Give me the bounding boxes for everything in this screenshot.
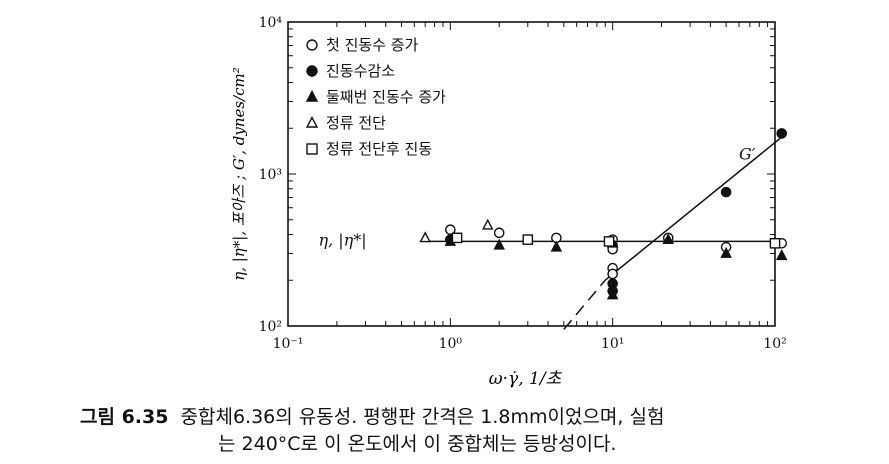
- data-point-triangle-open: [481, 218, 494, 230]
- legend-label: 둘째번 진동수 증가: [326, 88, 446, 106]
- data-point-triangle-open: [419, 231, 431, 243]
- data-points: [419, 128, 788, 300]
- data-point-triangle-filled: [550, 240, 563, 252]
- legend-marker-triangle-open: [305, 115, 319, 128]
- reference-lines: [425, 136, 783, 330]
- annotations: η, |η*| G′: [319, 145, 756, 250]
- legend-label: 진동수감소: [326, 62, 395, 80]
- caption-label: 그림 6.35: [80, 406, 169, 428]
- caption-text-1: 중합체6.36의 유동성. 평행판 간격은 1.8mm이었으며, 실험: [180, 406, 665, 428]
- figure-caption: 그림 6.35 중합체6.36의 유동성. 평행판 간격은 1.8mm이었으며,…: [80, 404, 880, 458]
- data-point-triangle-filled: [720, 246, 732, 258]
- data-point-circle-filled: [720, 186, 732, 198]
- x-tick-label: 10⁰: [439, 336, 463, 352]
- data-point-square-open: [769, 238, 781, 249]
- data-point-circle-filled: [776, 128, 788, 139]
- legend-marker-square-open: [306, 143, 318, 155]
- x-tick-label: 10²: [763, 336, 786, 352]
- data-point-circle-open: [607, 268, 618, 280]
- legend-label: 정류 전단후 진동: [326, 140, 432, 158]
- data-point-triangle-filled: [775, 249, 788, 261]
- line-storage-modulus: [604, 136, 783, 281]
- data-point-square-open: [603, 236, 615, 247]
- caption-line-2: 는 240°C로 이 온도에서 이 중합체는 등방성이다.: [218, 433, 617, 455]
- legend-marker-circle-filled: [306, 65, 318, 77]
- legend-label: 첫 진동수 증가: [326, 36, 419, 54]
- legend-marker-circle-open: [306, 39, 318, 51]
- y-axis-label: η, |η*|, 포아즈 ; G′, dynes/cm²: [230, 67, 248, 281]
- data-point-triangle-filled: [606, 288, 619, 300]
- x-tick-label: 10⁻¹: [273, 336, 304, 352]
- x-axis-label: ω·γ̇, 1/초: [489, 369, 563, 389]
- legend-marker-triangle-filled: [305, 89, 319, 102]
- axis-ticks: [287, 22, 775, 327]
- data-point-circle-open: [493, 227, 505, 239]
- y-tick-label: 10²: [259, 319, 282, 335]
- data-point-triangle-filled: [493, 238, 505, 250]
- line-extrapolated-dashed: [563, 279, 606, 330]
- data-point-square-open: [522, 234, 534, 245]
- legend-label: 정류 전단: [326, 114, 386, 132]
- annotation-g-prime: G′: [739, 145, 756, 164]
- x-tick-label: 10¹: [601, 336, 624, 352]
- caption-line-1: 그림 6.35 중합체6.36의 유동성. 평행판 간격은 1.8mm이었으며,…: [80, 404, 880, 431]
- tick-labels: 10⁻¹ 10⁰ 10¹ 10² 10² 10³ 10⁴: [259, 15, 787, 352]
- data-point-triangle-filled: [662, 233, 675, 245]
- data-point-circle-open: [445, 224, 456, 236]
- annotation-viscosity: η, |η*|: [319, 231, 367, 250]
- data-point-square-open: [451, 232, 463, 244]
- y-tick-label: 10⁴: [259, 15, 283, 31]
- y-tick-label: 10³: [259, 167, 282, 183]
